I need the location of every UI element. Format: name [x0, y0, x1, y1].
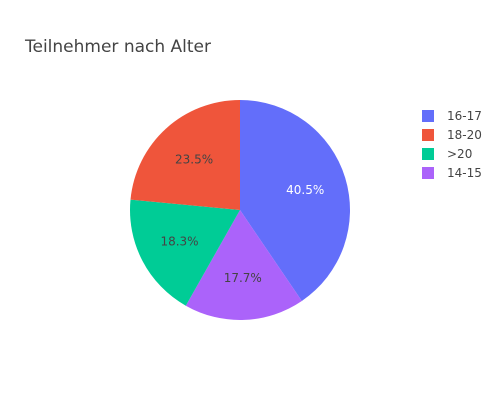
slice-label->20: 18.3%	[160, 235, 198, 249]
slice-label-16-17: 40.5%	[286, 183, 324, 197]
legend-swatch	[422, 167, 434, 179]
legend-item-14-15[interactable]: 14-15	[422, 166, 482, 180]
slice-label-14-15: 17.7%	[224, 271, 262, 285]
legend-label: 18-20	[447, 128, 482, 142]
slice-label-18-20: 23.5%	[175, 153, 213, 167]
legend-swatch	[422, 110, 434, 122]
pie-slice-labels: 40.5% 17.7% 18.3% 23.5%	[160, 153, 324, 286]
legend: 16-17 18-20 >20 14-15	[422, 109, 482, 180]
legend-swatch	[422, 129, 434, 141]
pie-slice->20[interactable]	[130, 199, 240, 306]
pie-slice-18-20[interactable]	[130, 100, 240, 210]
legend-label: 14-15	[447, 166, 482, 180]
pie-slices	[130, 100, 351, 321]
legend-item-16-17[interactable]: 16-17	[422, 109, 482, 123]
legend-item-18-20[interactable]: 18-20	[422, 128, 482, 142]
pie-slice-16-17[interactable]	[240, 100, 351, 301]
legend-label: 16-17	[447, 109, 482, 123]
chart-title: Teilnehmer nach Alter	[24, 37, 211, 57]
legend-item->20[interactable]: >20	[422, 147, 472, 161]
legend-label: >20	[447, 147, 472, 161]
pie-slice-14-15[interactable]	[185, 210, 302, 321]
legend-swatch	[422, 148, 434, 160]
